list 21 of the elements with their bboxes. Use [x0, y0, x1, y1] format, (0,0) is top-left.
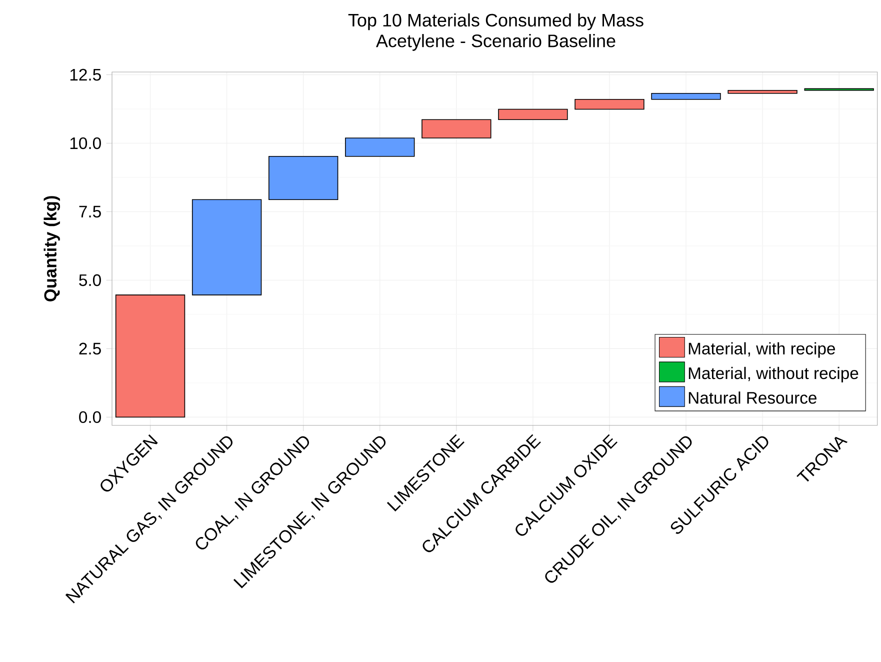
bar [651, 92, 721, 100]
chart-title: Top 10 Materials Consumed by Mass [348, 13, 644, 30]
legend-label: Material, with recipe [688, 342, 835, 358]
bar [115, 294, 186, 418]
bar [574, 98, 644, 110]
bar [192, 199, 262, 296]
y-tick-label: 12.5 [70, 68, 101, 81]
bar [268, 156, 338, 200]
y-tick-label: 10.0 [70, 137, 101, 150]
bar [422, 119, 492, 138]
legend-label: Natural Resource [688, 392, 816, 404]
bar [345, 138, 415, 157]
y-tick-label: 0.0 [79, 411, 101, 424]
chart-subtitle: Acetylene - Scenario Baseline [376, 34, 616, 51]
y-tick-label: 2.5 [79, 342, 101, 355]
legend-label: Material, without recipe [688, 366, 858, 382]
bar [728, 90, 798, 94]
y-tick-label: 5.0 [79, 274, 101, 286]
y-axis-title: Quantity (kg) [44, 196, 60, 302]
y-tick-label: 7.5 [79, 206, 101, 218]
bar [498, 108, 568, 120]
